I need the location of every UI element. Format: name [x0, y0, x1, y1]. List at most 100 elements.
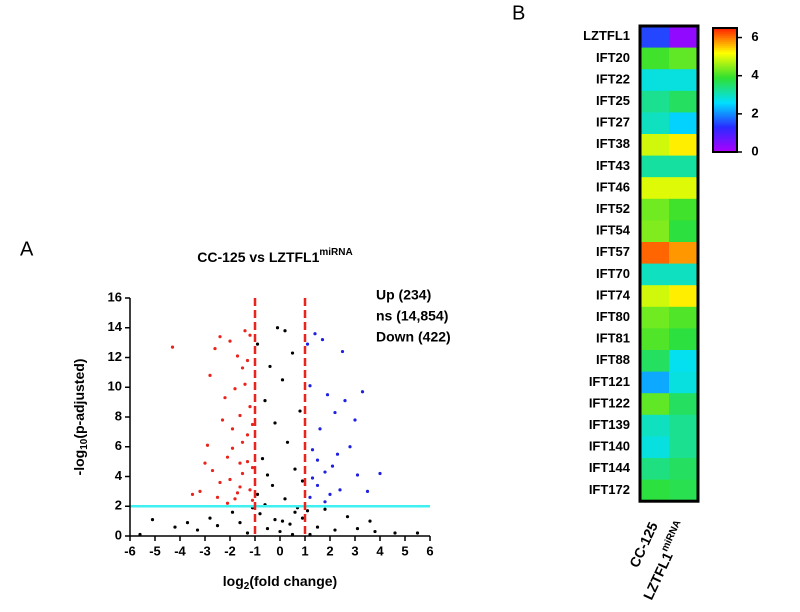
heatmap-cell	[640, 285, 670, 308]
data-point	[198, 489, 202, 493]
heatmap-cell	[669, 285, 699, 308]
data-point	[330, 464, 335, 468]
data-point	[333, 528, 337, 532]
data-point	[305, 509, 310, 513]
colorbar-segment	[713, 133, 737, 137]
data-point	[208, 373, 212, 377]
colorbar-segment	[713, 127, 737, 131]
row-label: IFT38	[596, 136, 630, 151]
data-point	[293, 510, 297, 514]
colorbar-segment	[713, 123, 737, 127]
text-part: log	[223, 573, 244, 589]
colorbar-segment	[713, 51, 737, 55]
data-point	[328, 492, 332, 496]
row-label: IFT54	[596, 223, 631, 238]
data-point	[290, 351, 295, 355]
data-point	[215, 495, 220, 499]
data-point	[218, 480, 222, 485]
data-point	[318, 427, 322, 431]
colorbar-segment	[713, 71, 737, 75]
colorbar-segment	[713, 45, 737, 49]
data-point	[333, 410, 337, 415]
row-label: IFT22	[596, 71, 630, 86]
data-point	[365, 489, 370, 493]
heatmap-cell	[640, 371, 670, 394]
x-tick-label: 6	[426, 543, 433, 558]
data-point	[360, 390, 365, 394]
heatmap-cell	[640, 112, 670, 135]
data-point	[288, 522, 292, 526]
data-point	[233, 497, 237, 501]
data-point	[223, 396, 227, 400]
panel-label: A	[20, 238, 34, 260]
data-point	[285, 440, 290, 444]
row-label: IFT81	[596, 331, 630, 346]
heatmap-cell	[669, 479, 699, 502]
colorbar-segment	[713, 43, 737, 47]
y-tick-label: 4	[115, 468, 123, 483]
data-point	[210, 468, 215, 473]
data-point	[203, 461, 207, 465]
data-point	[258, 512, 262, 516]
data-point	[243, 382, 247, 386]
data-point	[273, 421, 277, 425]
data-point	[235, 491, 240, 495]
heatmap-cell	[640, 26, 670, 49]
colorbar-tick-label: 2	[751, 105, 758, 120]
text-part: -log	[71, 450, 87, 476]
colorbar-segment	[713, 81, 737, 85]
x-tick-label: 3	[351, 543, 358, 558]
x-tick-label: -3	[199, 543, 211, 558]
data-point	[238, 521, 242, 525]
data-point	[238, 413, 242, 418]
data-point	[195, 528, 200, 532]
y-tick-label: 6	[115, 438, 122, 453]
data-point	[280, 378, 285, 382]
data-point	[255, 342, 260, 346]
colorbar-segment	[713, 121, 737, 125]
data-point	[190, 492, 195, 496]
row-label: IFT139	[589, 417, 630, 432]
heatmap-cell	[640, 263, 670, 286]
row-label: IFT20	[596, 50, 630, 65]
text-part: 10	[79, 438, 90, 450]
data-point	[245, 433, 250, 437]
heatmap-cell	[640, 177, 670, 200]
x-tick-label: -4	[174, 543, 186, 558]
colorbar-segment	[713, 79, 737, 83]
colorbar-segment	[713, 95, 737, 99]
data-point	[185, 521, 190, 525]
colorbar-segment	[713, 115, 737, 119]
heatmap-cell	[669, 263, 699, 286]
x-tick-label: 0	[276, 543, 283, 558]
legend-entry: ns (14,854)	[376, 308, 448, 324]
data-point	[235, 354, 240, 358]
y-tick-label: 14	[108, 319, 123, 334]
x-axis-label: log2(fold change)	[223, 573, 337, 592]
colorbar-tick-label: 4	[751, 67, 759, 82]
heatmap-cell	[669, 26, 699, 49]
colorbar-segment	[713, 143, 737, 147]
x-tick-label: 5	[401, 543, 408, 558]
heatmap-cell	[669, 393, 699, 416]
data-point	[248, 333, 252, 337]
data-point	[355, 526, 360, 531]
x-tick-label: 4	[376, 543, 384, 558]
data-point	[355, 473, 360, 477]
heatmap-cell	[640, 414, 670, 437]
data-point	[248, 404, 252, 409]
y-tick-label: 2	[115, 498, 122, 513]
row-label: LZTFL1	[583, 28, 630, 43]
colorbar-segment	[713, 109, 737, 113]
data-point	[250, 465, 255, 470]
heatmap-cell	[640, 458, 670, 481]
y-axis-label: -log10(p-adjusted)	[71, 359, 90, 476]
heatmap-cell	[669, 350, 699, 373]
data-point	[308, 384, 312, 388]
x-tick-label: 1	[301, 543, 308, 558]
data-point	[345, 515, 350, 519]
colorbar-segment	[713, 85, 737, 89]
data-point	[353, 418, 357, 422]
data-point	[230, 510, 235, 514]
row-label: IFT88	[596, 352, 630, 367]
